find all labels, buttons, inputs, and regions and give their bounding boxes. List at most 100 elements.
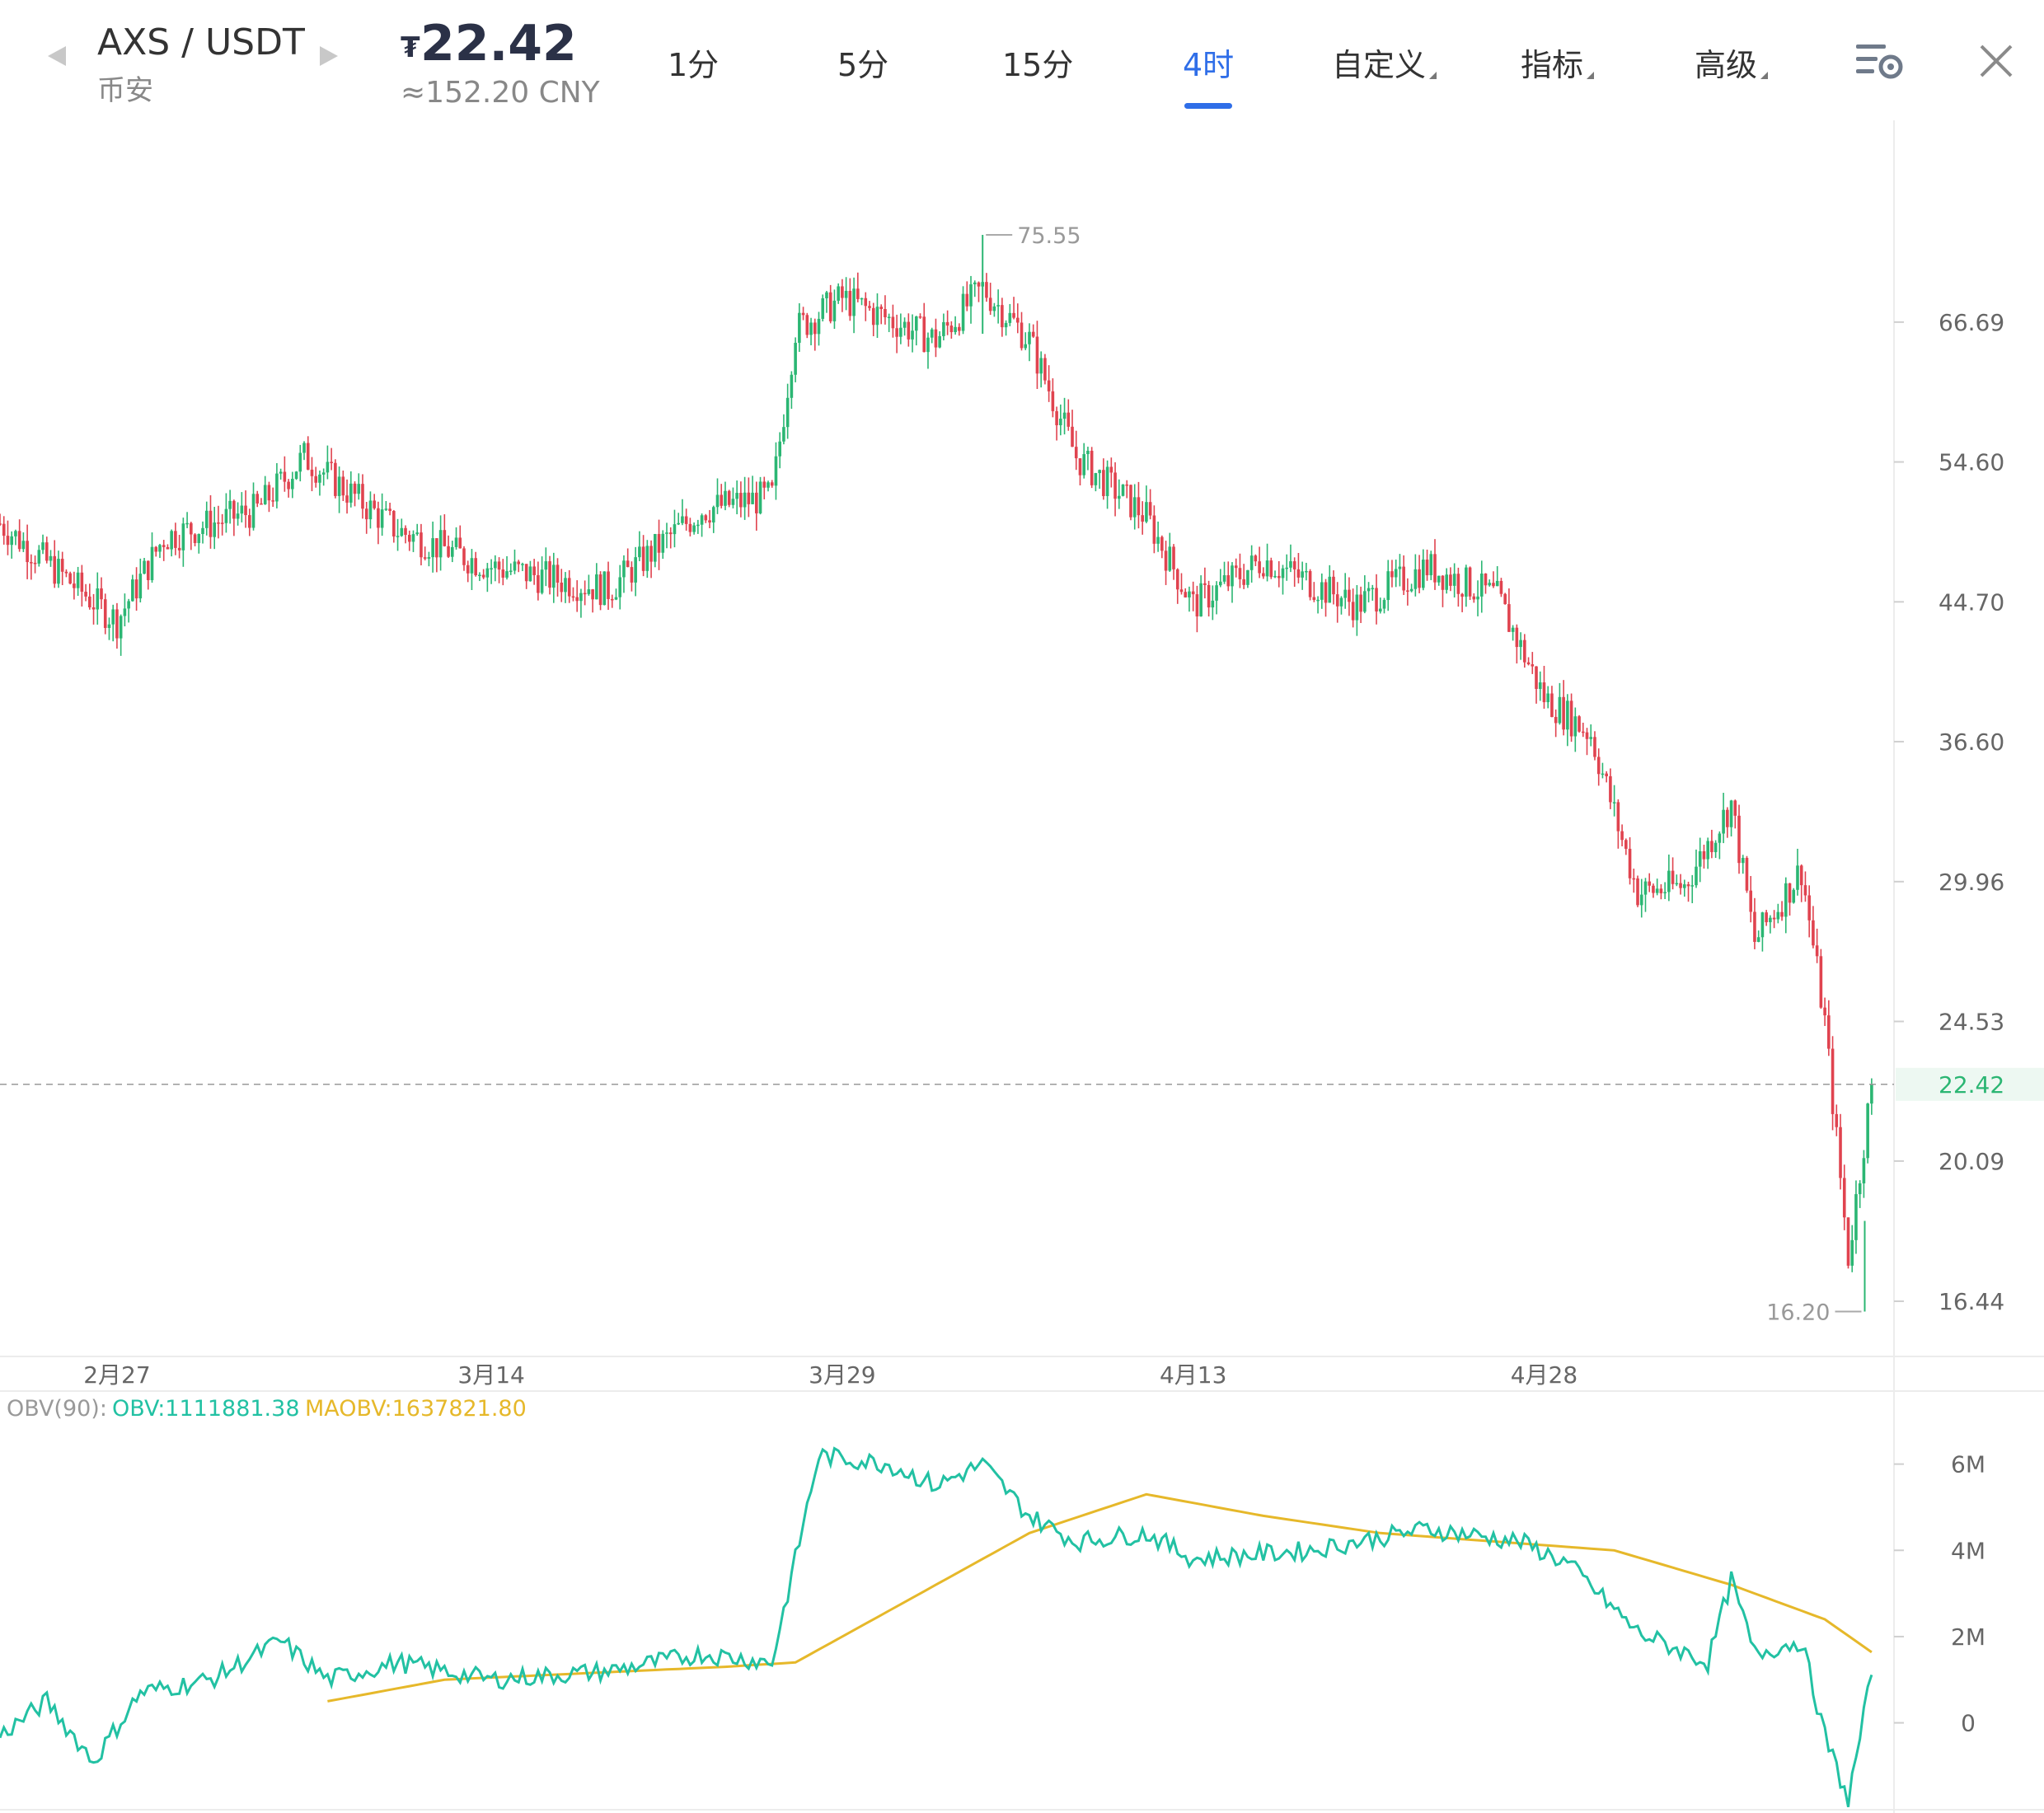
candle-body (828, 292, 832, 321)
candle-body (524, 564, 528, 582)
candle-body (626, 560, 630, 568)
date-tick-label: 2月27 (83, 1361, 150, 1389)
candle-body (774, 456, 778, 486)
candle-body (1203, 583, 1207, 585)
candle-body (579, 593, 583, 602)
candle-body (587, 589, 591, 594)
candle-body (306, 443, 310, 470)
candle-body (977, 282, 981, 287)
candle-body (392, 511, 396, 536)
candle-body (1218, 581, 1222, 586)
candle-body (1105, 466, 1109, 496)
candle-body (100, 588, 103, 600)
tab-5min[interactable]: 5分 (837, 40, 888, 85)
candle-body (251, 494, 256, 528)
candle-body (260, 503, 263, 505)
candle-body (53, 555, 57, 584)
pair-name[interactable]: AXS / USDT (97, 21, 305, 63)
price-tick-label: 66.69 (1939, 309, 2004, 336)
candle-body (1285, 567, 1289, 569)
candle-body (1441, 575, 1445, 590)
close-icon[interactable] (1976, 41, 2016, 81)
candle-body (21, 541, 26, 550)
candle-body (384, 508, 388, 510)
candle-body (454, 537, 458, 547)
candle-body (1663, 892, 1667, 893)
candle-body (1386, 571, 1390, 601)
candle-body (1468, 567, 1472, 597)
candle-body (505, 571, 509, 578)
next-pair-arrow-icon[interactable] (320, 46, 338, 66)
tab-custom[interactable]: 自定义 (1332, 40, 1437, 85)
candle-body (958, 326, 961, 331)
candle-body (1862, 1158, 1866, 1183)
candle-body (1269, 560, 1273, 578)
candle-body (607, 571, 610, 599)
candle-body (470, 558, 474, 574)
candle-body (1012, 312, 1015, 318)
candle-body (1562, 696, 1565, 730)
candle-body (84, 592, 87, 597)
price-currency-symbol: ₮ (401, 31, 420, 64)
candle-body (996, 305, 1000, 307)
candle-body (961, 293, 965, 331)
candle-body (349, 483, 353, 503)
candle-body (945, 321, 949, 326)
candle-body (1086, 451, 1090, 455)
tab-indicators[interactable]: 指标 (1521, 40, 1595, 85)
tab-4h[interactable]: 4时 (1183, 40, 1234, 85)
candle-body (837, 286, 840, 301)
candle-body (170, 531, 173, 550)
candle-body (1499, 580, 1503, 594)
candle-body (1433, 554, 1437, 583)
candle-body (1305, 570, 1308, 573)
price-tick-label: 24.53 (1939, 1008, 2004, 1035)
candle-body (1316, 599, 1320, 602)
candle-body (692, 525, 696, 532)
candle-body (544, 561, 548, 570)
candle-body (1866, 1103, 1869, 1159)
candle-body (1125, 484, 1129, 486)
chart-settings-icon[interactable] (1854, 41, 1906, 82)
candle-body (1792, 889, 1796, 903)
candle-body (1799, 865, 1803, 886)
candle-body (747, 492, 751, 504)
candle-body (1648, 881, 1652, 886)
candle-body (1698, 850, 1702, 867)
candle-body (1546, 693, 1550, 703)
candle-body (1531, 664, 1535, 667)
candle-body (922, 316, 926, 353)
tab-15min[interactable]: 15分 (1002, 40, 1073, 85)
candle-body (478, 574, 481, 576)
candle-body (509, 570, 513, 572)
candle-body (1667, 870, 1671, 892)
candle-body (1722, 809, 1725, 834)
candle-body (969, 284, 973, 307)
candle-body (490, 568, 493, 569)
candle-body (1780, 911, 1784, 917)
candle-body (1409, 588, 1413, 592)
tab-advanced[interactable]: 高级 (1695, 40, 1769, 85)
candle-body (1339, 597, 1343, 607)
candle-body (1406, 590, 1409, 592)
candle-body (438, 530, 443, 558)
candle-body (411, 534, 415, 542)
candle-body (1503, 593, 1507, 605)
candle-body (10, 536, 13, 546)
tab-label: 指标 (1521, 47, 1584, 83)
candle-body (1113, 472, 1117, 499)
tab-1min[interactable]: 1分 (668, 40, 719, 85)
candle-body (860, 297, 864, 300)
candle-body (918, 316, 922, 318)
candle-body (551, 565, 556, 588)
candle-body (887, 316, 891, 318)
current-price-label-bg (1896, 1067, 2044, 1101)
candle-body (1382, 600, 1386, 609)
price-axis: 66.69 54.60 44.70 36.60 29.96 24.53 20.09 16.44 (1894, 309, 2004, 1315)
candle-body (388, 508, 391, 512)
chart-area[interactable]: 66.69 54.60 44.70 36.60 29.96 24.53 20.09 16.44… (0, 120, 2044, 1813)
prev-pair-arrow-icon[interactable] (48, 46, 66, 66)
candle-body (494, 561, 497, 569)
candle-body (57, 559, 60, 584)
candle-body (1827, 1015, 1831, 1049)
